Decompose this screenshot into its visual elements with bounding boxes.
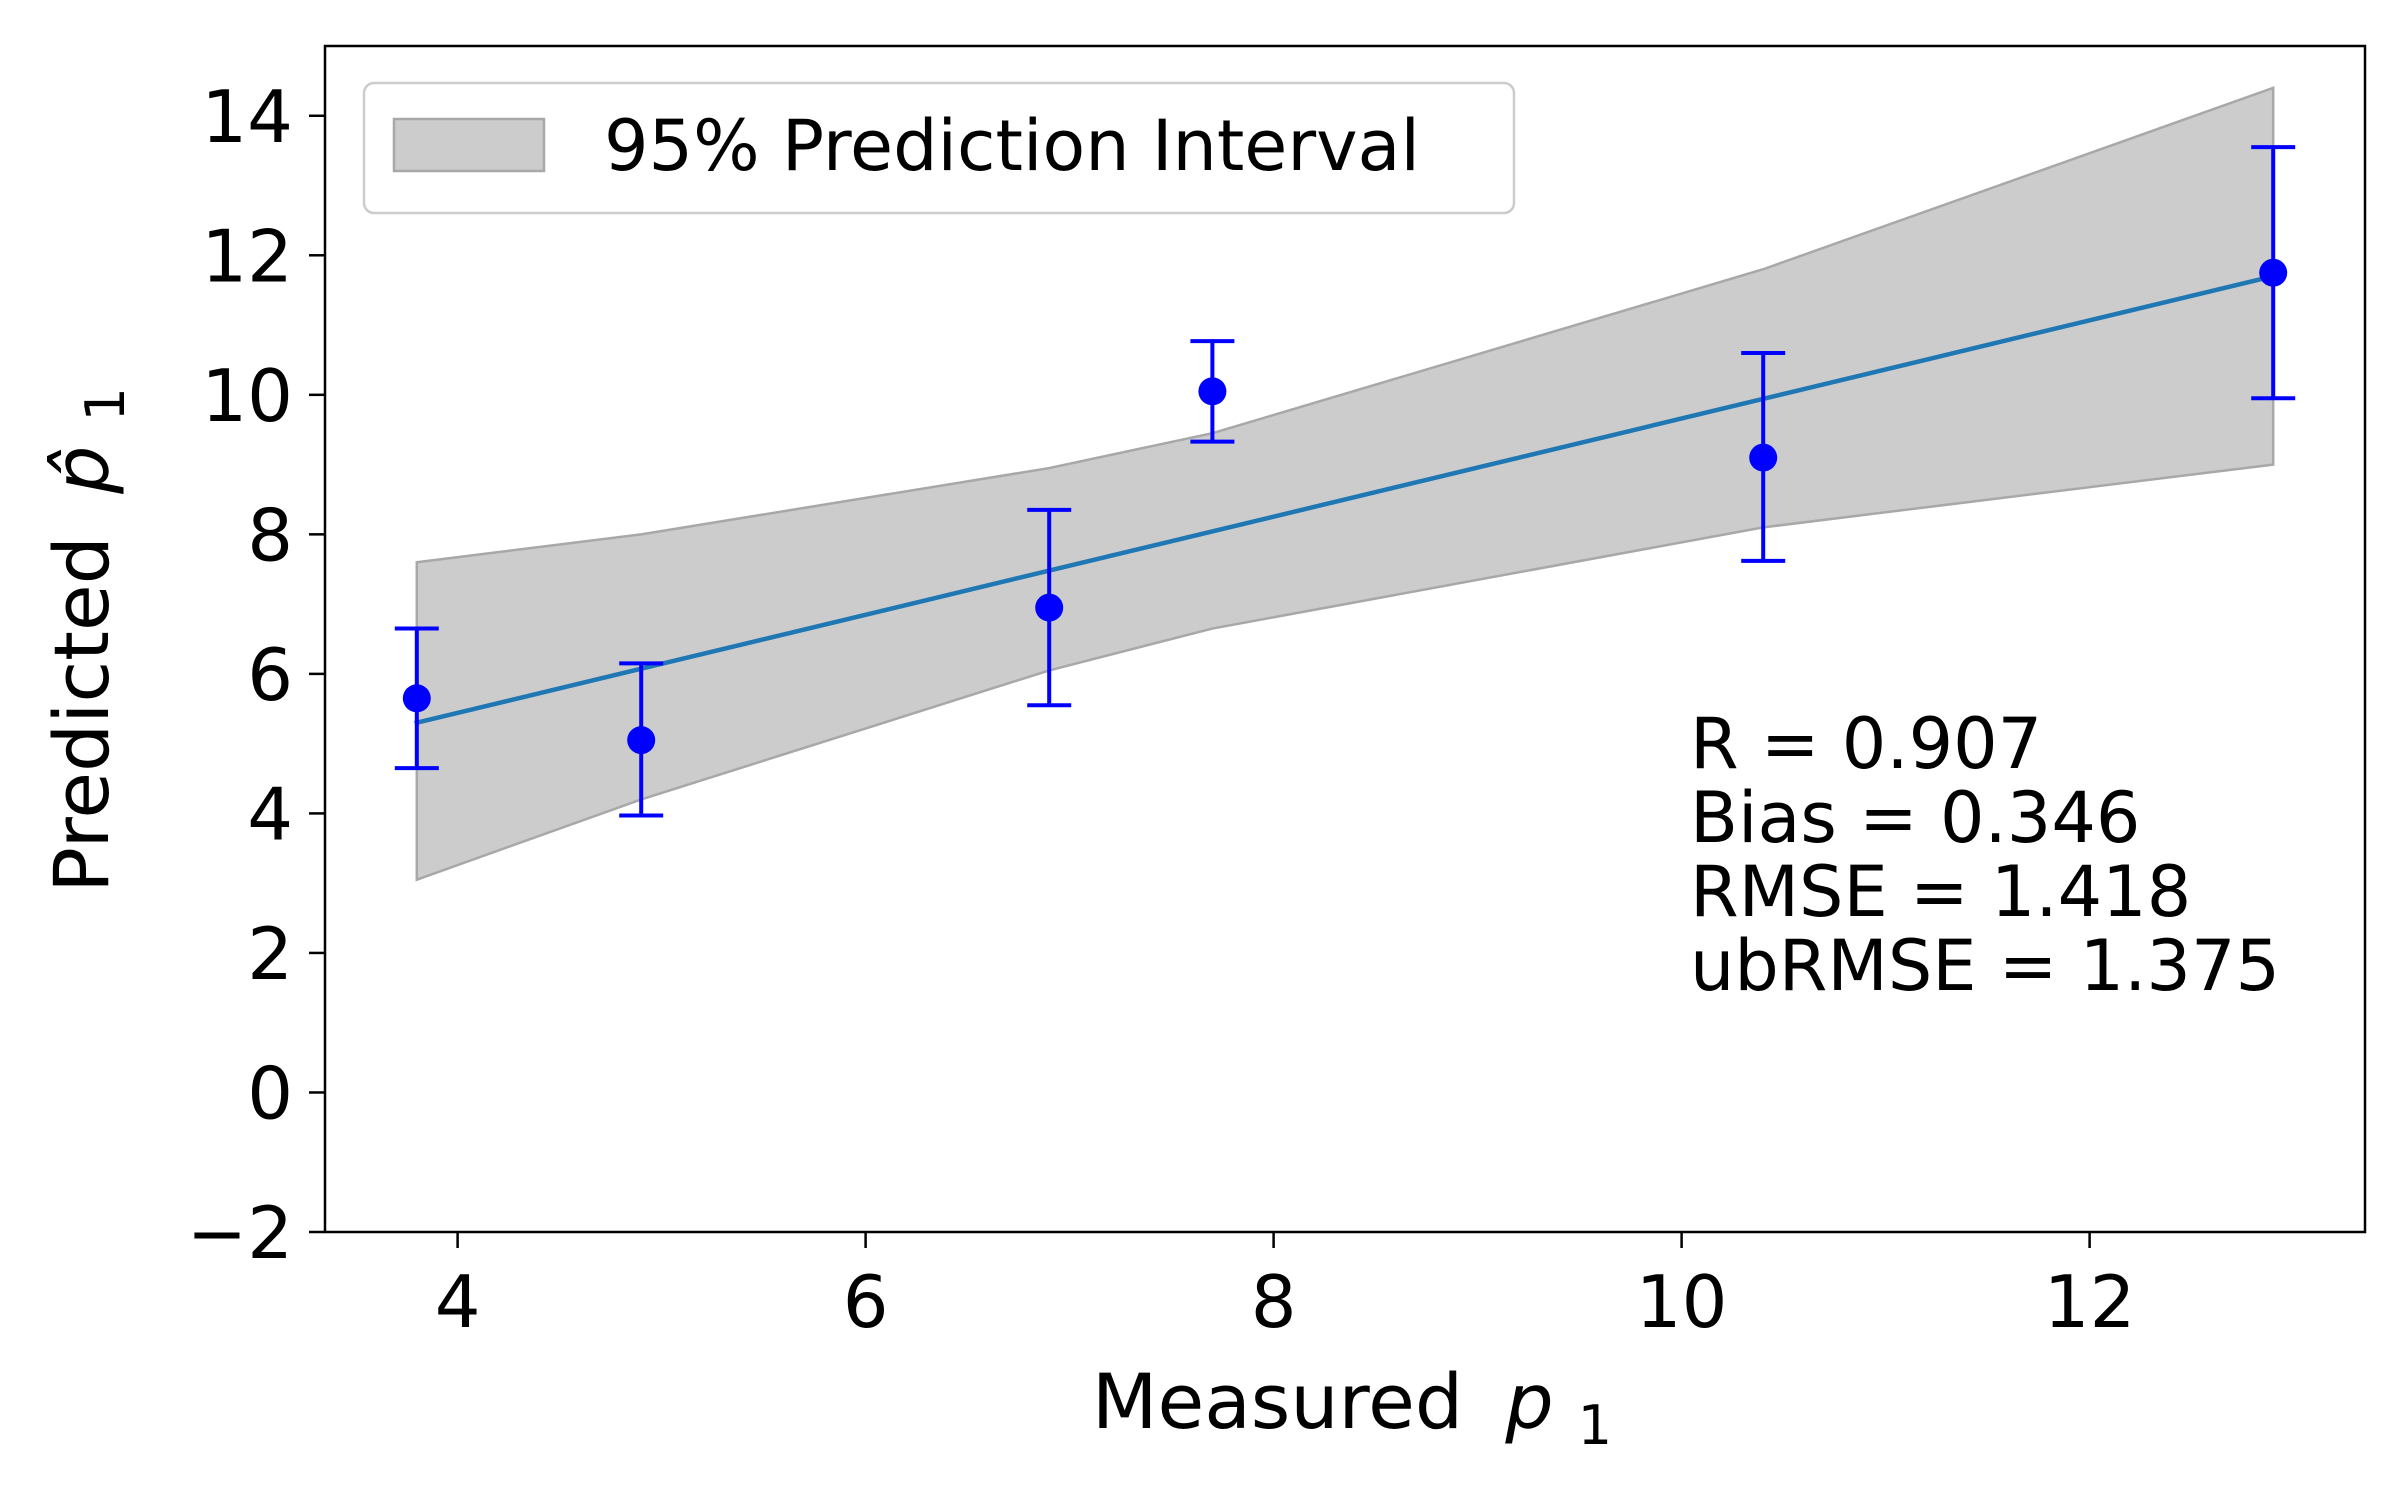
y-axis-title: Predicted p̂ 1	[37, 387, 137, 893]
x-axis-ticks: 4 6 8 10 12	[435, 1232, 2136, 1344]
y-tick-label: 14	[201, 75, 293, 159]
data-point-group	[1190, 339, 1235, 444]
x-axis-title-math: p	[1504, 1357, 1553, 1446]
fit-line	[414, 273, 2276, 726]
data-point	[627, 726, 656, 755]
fit-line-layer	[414, 273, 2276, 726]
stat-r: R = 0.907	[1690, 703, 2042, 785]
data-points-layer	[394, 145, 2296, 818]
y-tick-label: 4	[247, 772, 293, 856]
x-axis-title-subscript: 1	[1578, 1394, 1612, 1457]
legend-swatch-prediction-interval	[392, 117, 546, 173]
x-tick-label: 10	[1636, 1260, 1728, 1344]
data-point	[2259, 258, 2288, 287]
y-tick-label: 2	[247, 912, 293, 996]
y-axis-ticks: −2 0 2 4 6 8 10 12 14	[187, 75, 325, 1275]
y-tick-label: 8	[247, 493, 293, 577]
x-tick-label: 12	[2044, 1260, 2136, 1344]
y-tick-label: −2	[187, 1191, 293, 1275]
data-point	[1198, 377, 1227, 406]
x-axis-title-text: Measured	[1092, 1357, 1463, 1446]
y-tick-label: 6	[247, 633, 293, 717]
legend-box	[362, 81, 1516, 215]
data-point-group	[619, 661, 664, 818]
y-axis-title-text: Predicted	[37, 536, 126, 893]
data-point-group	[2251, 145, 2296, 401]
y-tick-label: 12	[201, 214, 293, 298]
stat-ubrmse: ubRMSE = 1.375	[1690, 925, 2280, 1007]
stat-bias: Bias = 0.346	[1690, 777, 2140, 859]
y-axis-title-subscript: 1	[74, 387, 137, 421]
x-tick-label: 6	[843, 1260, 889, 1344]
data-point-group	[1027, 507, 1072, 708]
legend: 95% Prediction Interval	[362, 81, 1516, 215]
data-point	[1749, 443, 1778, 472]
data-point-group	[1741, 350, 1786, 563]
x-tick-label: 4	[435, 1260, 481, 1344]
y-tick-label: 0	[247, 1051, 293, 1135]
data-point	[1035, 593, 1064, 622]
data-point-group	[394, 626, 439, 771]
data-point	[402, 684, 431, 713]
plot-frame	[323, 44, 2367, 1234]
x-axis-title: Measured p 1	[1092, 1357, 1612, 1457]
stat-rmse: RMSE = 1.418	[1690, 851, 2191, 933]
stats-annotation: R = 0.907 Bias = 0.346 RMSE = 1.418 ubRM…	[1690, 703, 2280, 1007]
x-tick-label: 8	[1251, 1260, 1297, 1344]
y-axis-title-math: p̂	[37, 446, 126, 495]
legend-label-prediction-interval: 95% Prediction Interval	[604, 105, 1420, 187]
y-tick-label: 10	[201, 354, 293, 438]
